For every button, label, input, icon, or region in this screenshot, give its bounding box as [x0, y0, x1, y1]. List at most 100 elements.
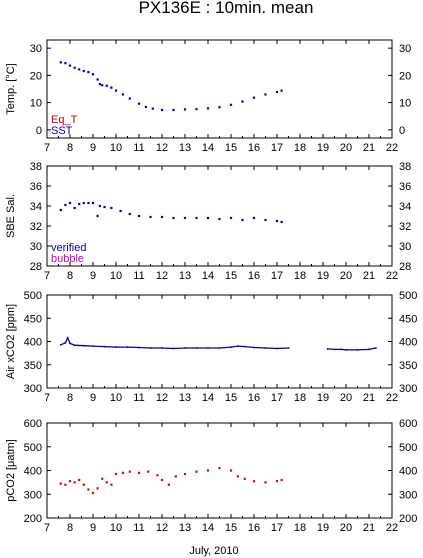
x-tick-label: 9 [90, 270, 96, 282]
data-point [264, 347, 267, 349]
x-tick-label: 19 [317, 270, 329, 282]
x-tick-label: 8 [67, 392, 73, 404]
x-tick-label: 7 [44, 392, 50, 404]
data-point [110, 86, 113, 89]
data-point [59, 208, 62, 212]
data-point [206, 107, 210, 110]
data-point [91, 73, 95, 76]
x-tick-label: 14 [202, 522, 214, 534]
data-point [73, 481, 76, 484]
data-point [264, 481, 267, 484]
x-tick-label: 7 [44, 270, 50, 282]
y-tick-label-right: 300 [399, 489, 417, 501]
x-tick-label: 15 [225, 270, 237, 282]
data-point [252, 216, 256, 220]
y-tick-label-left: 300 [24, 489, 42, 501]
x-tick-label: 19 [317, 392, 329, 404]
data-point [87, 71, 90, 74]
data-point [96, 78, 99, 81]
data-point [73, 344, 76, 347]
y-tick-label-right: 600 [399, 418, 417, 430]
data-point [138, 346, 140, 349]
x-tick-label: 14 [202, 392, 214, 404]
data-point [66, 336, 69, 339]
data-point [326, 348, 329, 350]
data-point [105, 481, 108, 484]
data-point [91, 201, 95, 205]
x-tick-label: 22 [386, 270, 398, 282]
x-tick-label: 20 [340, 142, 352, 154]
series-trace-2 [326, 347, 377, 351]
data-point [252, 480, 256, 483]
data-point [105, 84, 108, 87]
x-tick-label: 22 [386, 392, 398, 404]
x-tick-label: 9 [90, 392, 96, 404]
data-point [275, 90, 279, 94]
data-point [280, 89, 283, 92]
data-point [184, 347, 186, 349]
data-point [183, 472, 187, 476]
y-axis-label: pCO2 [μatm] [5, 439, 17, 502]
y-tick-label-right: 10 [399, 98, 411, 110]
data-point [172, 216, 175, 220]
x-tick-label: 8 [67, 142, 73, 154]
data-point [207, 347, 209, 349]
x-tick-label: 13 [179, 142, 191, 154]
y-tick-label-left: 500 [24, 442, 42, 454]
x-tick-label: 16 [248, 522, 260, 534]
x-tick-label: 17 [271, 142, 283, 154]
data-point [280, 220, 283, 224]
series-trace-1 [59, 336, 290, 350]
y-tick-label-left: 350 [24, 360, 42, 372]
y-tick-label-right: 300 [399, 383, 417, 395]
data-point [64, 203, 67, 207]
data-point [64, 341, 67, 344]
figure-title: PX136E : 10min. mean [139, 0, 314, 17]
y-tick-label-right: 28 [399, 261, 411, 273]
data-point [98, 204, 101, 208]
data-point [243, 345, 246, 348]
y-tick-label-left: 30 [30, 43, 42, 55]
data-point [195, 108, 198, 111]
data-point [115, 346, 117, 348]
data-point [276, 347, 278, 350]
x-axis-label: July, 2010 [189, 545, 238, 557]
y-axis-label: SBE Sal. [5, 194, 17, 238]
data-point [110, 206, 113, 210]
x-tick-label: 11 [133, 142, 144, 154]
x-tick-label: 13 [179, 392, 191, 404]
y-tick-label-left: 400 [24, 337, 42, 349]
data-point [147, 470, 150, 473]
x-tick-label: 16 [248, 270, 260, 282]
x-tick-label: 21 [363, 522, 375, 534]
data-point [161, 347, 163, 349]
y-tick-label-left: 20 [30, 70, 42, 82]
x-tick-label: 21 [363, 270, 375, 282]
data-point [160, 108, 164, 112]
x-tick-label: 7 [44, 142, 50, 154]
y-tick-label-right: 350 [399, 360, 417, 372]
data-point [78, 202, 81, 206]
data-point [264, 218, 267, 222]
x-tick-label: 22 [386, 522, 398, 534]
x-tick-label: 10 [110, 392, 122, 404]
data-point [101, 84, 104, 87]
x-tick-label: 10 [110, 142, 122, 154]
y-tick-label-left: 0 [36, 125, 42, 137]
x-tick-label: 10 [110, 270, 122, 282]
data-point [126, 346, 129, 348]
x-tick-label: 11 [133, 522, 144, 534]
data-point [160, 215, 164, 219]
y-tick-label-left: 300 [24, 383, 42, 395]
data-point [183, 108, 187, 111]
y-axis-label: Temp. [°C] [5, 63, 17, 114]
data-point [110, 483, 113, 486]
plot-frame [46, 294, 393, 389]
x-tick-label: 12 [156, 270, 168, 282]
data-point [167, 483, 170, 486]
